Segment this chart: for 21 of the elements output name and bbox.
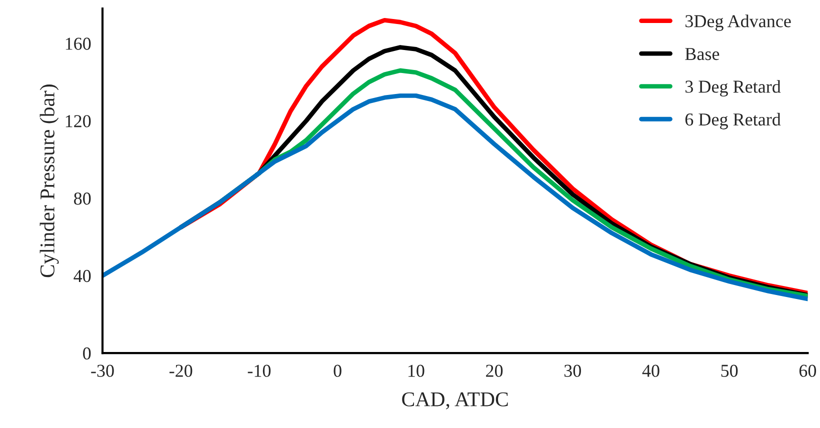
y-tick-label: 40 [74,270,91,282]
x-tick-label: 10 [408,364,424,377]
x-tick-label: 0 [334,364,342,377]
legend-label: 3Deg Advance [686,14,791,32]
x-tick-label: 20 [486,364,503,377]
y-axis-title: Cylinder Pressure (bar) [40,84,59,278]
x-tick-label: 40 [642,364,660,377]
x-axis-title: CAD, ATDC [402,392,508,410]
legend-label: Base [685,48,720,60]
y-tick-label: 120 [66,115,91,128]
x-tick-label: 50 [721,364,738,377]
y-tick-label: 0 [83,347,91,360]
y-tick-label: 160 [66,38,91,50]
x-tick-label: -20 [169,364,192,377]
legend-label: 3 Deg Retard [686,80,781,97]
x-tick-label: 60 [799,364,816,377]
y-tick-label: 80 [74,192,91,205]
x-tick-label: 30 [564,364,581,377]
x-tick-label: -30 [91,364,114,377]
legend-label: 6 Deg Retard [685,112,781,130]
x-tick-label: -10 [248,364,271,377]
